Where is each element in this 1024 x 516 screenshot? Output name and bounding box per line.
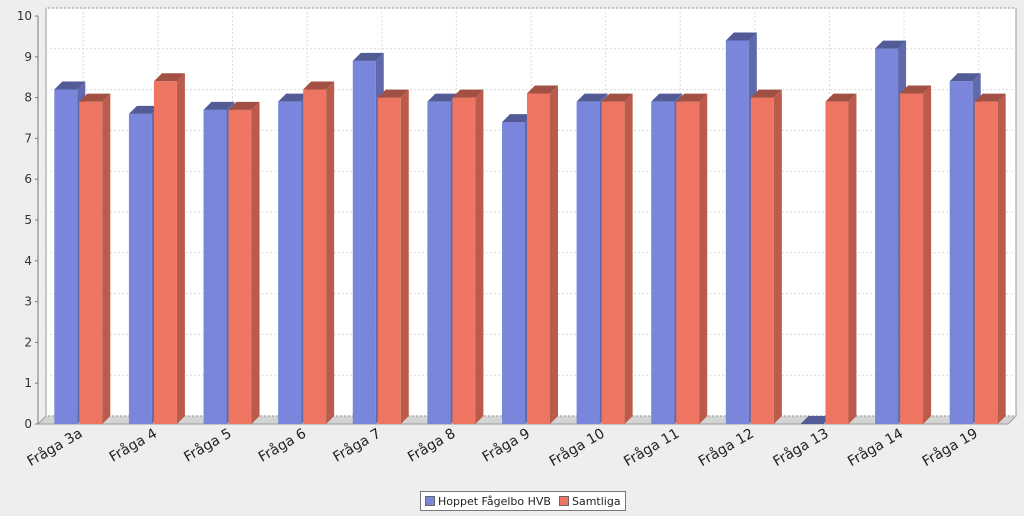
legend-label-series-2: Samtliga	[571, 494, 621, 508]
bar-top	[278, 93, 310, 102]
bar-top	[875, 40, 907, 49]
bar-side	[848, 93, 857, 425]
bar-top	[502, 114, 533, 123]
bar-top	[527, 85, 558, 94]
x-tick-label: Fråga 11	[621, 425, 682, 470]
bar	[303, 89, 327, 424]
bar-top	[303, 81, 335, 90]
bar-top	[79, 93, 111, 102]
bar	[676, 101, 700, 425]
bar-top	[128, 105, 160, 114]
bar-top	[750, 89, 782, 98]
y-tick-label: 5	[24, 213, 32, 227]
bar-side	[773, 89, 782, 424]
bar	[651, 101, 675, 425]
y-tick-label: 6	[24, 172, 32, 186]
bar	[352, 60, 376, 424]
bar-top	[800, 416, 832, 424]
x-tick-label: Fråga 8	[405, 425, 459, 466]
legend: Hoppet Fågelbo HVB Samtliga	[420, 491, 626, 511]
y-tick-label: 0	[24, 417, 32, 431]
y-tick-label: 4	[24, 254, 32, 268]
bar	[725, 40, 749, 424]
bar-side	[326, 81, 335, 424]
bar	[974, 101, 998, 425]
x-tick-label: Fråga 13	[770, 425, 831, 470]
bar-side	[550, 85, 558, 425]
bar	[128, 113, 152, 425]
bar-top	[725, 32, 757, 41]
bar-side	[923, 85, 932, 425]
y-tick-label: 9	[24, 50, 32, 64]
x-tick-label: Fråga 7	[330, 425, 384, 466]
legend-item-series-1: Hoppet Fågelbo HVB	[425, 495, 551, 508]
bar-top	[576, 93, 608, 102]
y-tick-label: 1	[24, 376, 32, 390]
x-tick-label: Fråga 6	[255, 425, 309, 466]
x-tick-label: Fråga 9	[479, 425, 533, 466]
bar-side	[997, 93, 1006, 425]
legend-label-series-1: Hoppet Fågelbo HVB	[438, 494, 551, 508]
bar	[750, 97, 774, 424]
bar-side	[699, 93, 708, 425]
bar-top	[825, 93, 857, 102]
bar	[153, 81, 177, 424]
bar-top	[427, 93, 459, 102]
legend-item-series-2: Samtliga	[558, 494, 621, 508]
bar-top	[974, 93, 1006, 102]
legend-swatch-series-2	[558, 496, 569, 506]
bar-side	[624, 93, 633, 425]
bar	[601, 101, 625, 425]
bar-top	[54, 81, 86, 90]
x-tick-label: Fråga 5	[181, 425, 235, 466]
x-tick-label: Fråga 3a	[24, 425, 85, 470]
bar	[54, 89, 78, 424]
bar	[875, 48, 899, 424]
bar	[527, 93, 550, 425]
bar-top	[949, 73, 981, 82]
bar-top	[352, 52, 384, 61]
y-tick-label: 10	[17, 9, 32, 23]
bar-top	[900, 85, 932, 94]
bar-side	[102, 93, 111, 425]
bar	[427, 101, 451, 425]
bar-top	[203, 101, 235, 110]
x-tick-label: Fråga 4	[106, 425, 160, 466]
bar	[228, 109, 252, 424]
bar	[79, 101, 103, 425]
bar-top	[676, 93, 708, 102]
y-tick-label: 7	[24, 131, 32, 145]
bar-top	[377, 89, 409, 98]
bar-top	[228, 101, 260, 110]
bar	[203, 109, 227, 424]
bar-top	[601, 93, 633, 102]
bar-side	[251, 101, 260, 424]
bar-side	[475, 89, 484, 424]
bar-side	[176, 73, 185, 424]
bar-side	[400, 89, 409, 424]
legend-swatch-series-1	[425, 496, 435, 506]
x-tick-label: Fråga 12	[695, 425, 756, 470]
bar	[377, 97, 401, 424]
x-tick-label: Fråga 19	[919, 425, 980, 470]
bar	[949, 81, 973, 424]
bar	[576, 101, 600, 425]
bar-top	[651, 93, 683, 102]
x-tick-label: Fråga 14	[845, 425, 906, 470]
bar-top	[153, 73, 185, 82]
bar	[900, 93, 924, 425]
y-tick-label: 2	[24, 335, 32, 349]
y-tick-label: 3	[24, 295, 32, 309]
x-tick-label: Fråga 10	[546, 425, 607, 470]
bar	[825, 101, 849, 425]
bar	[278, 101, 302, 425]
bar	[452, 97, 476, 424]
y-tick-label: 8	[24, 91, 32, 105]
bar	[502, 122, 525, 424]
bar-top	[452, 89, 484, 98]
